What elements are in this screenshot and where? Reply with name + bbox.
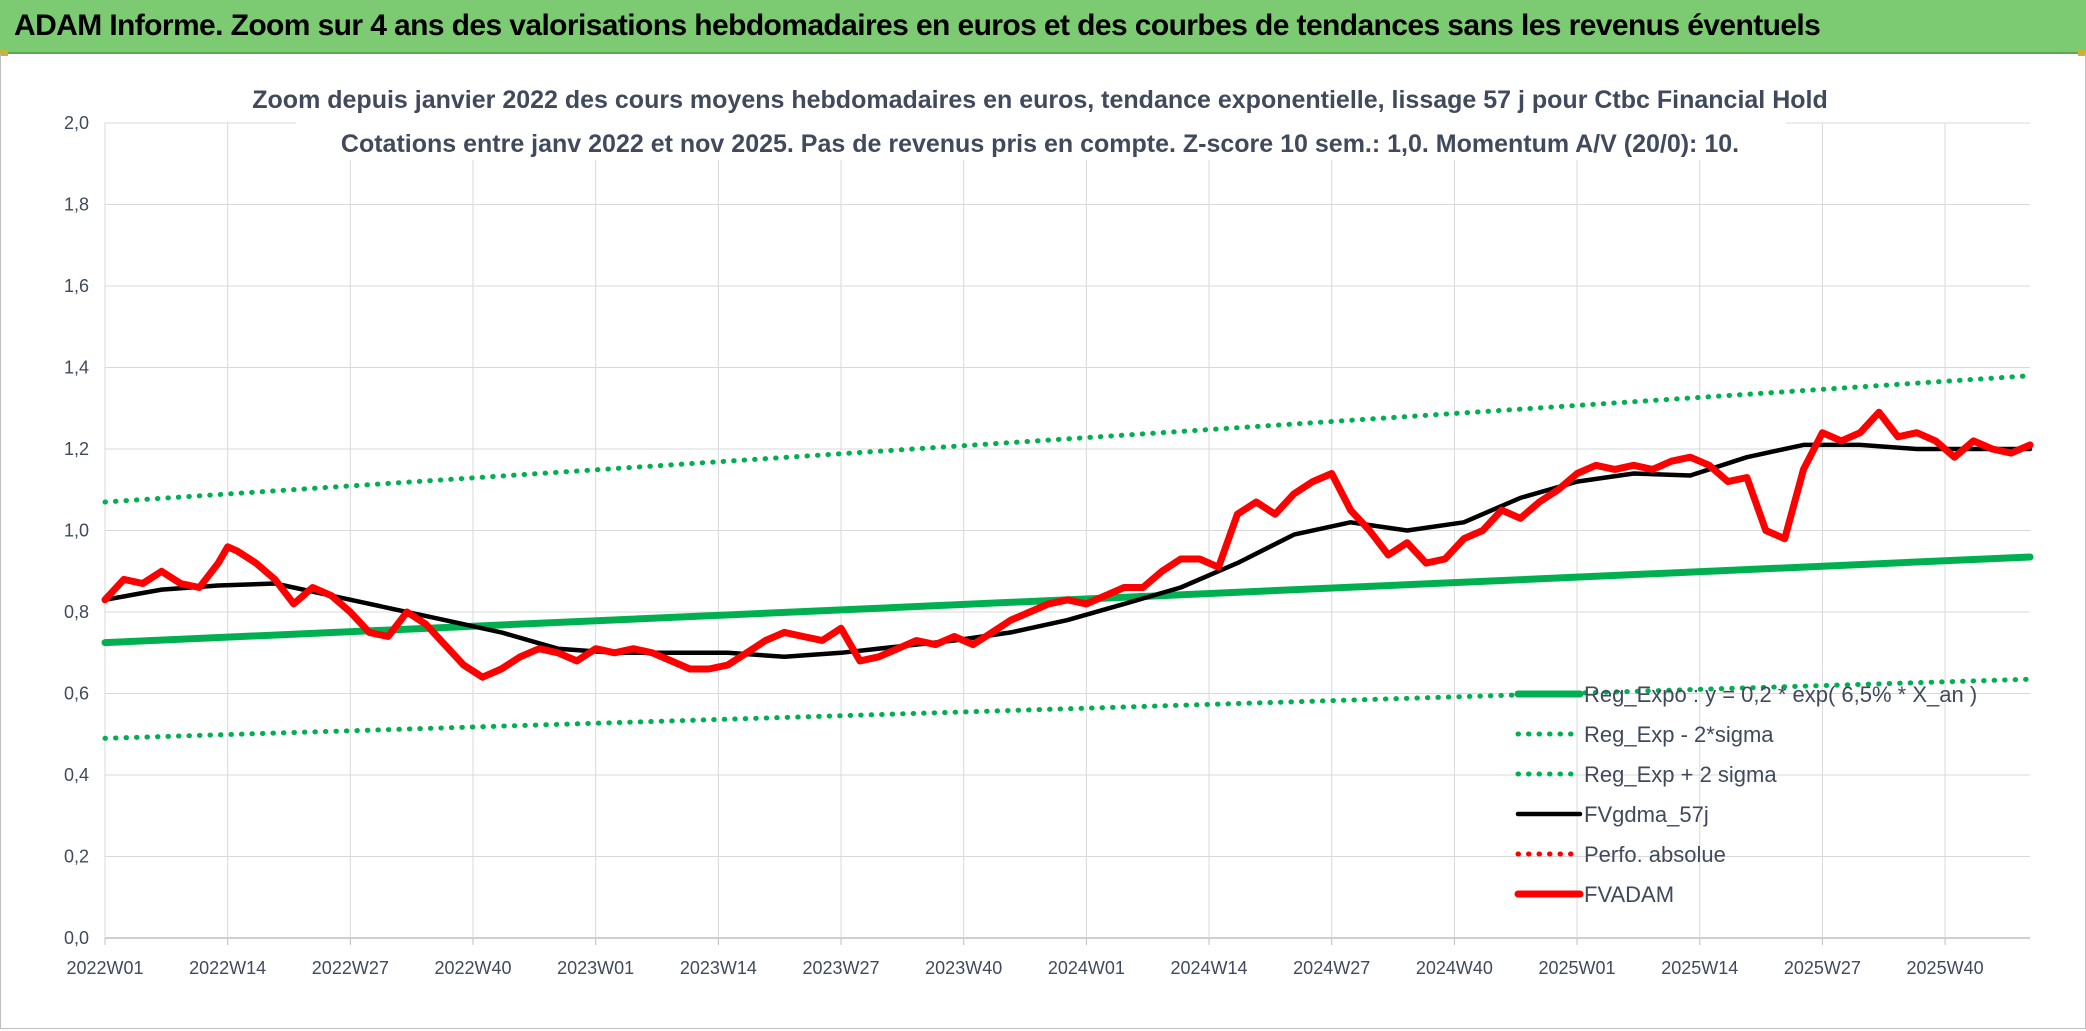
y-axis-ticks: 0,0 0,2 0,4 0,6 0,8 1,0 1,2 1,4 1,6 1,8 2,0: [64, 113, 89, 948]
legend-label: Reg_Exp - 2*sigma: [1584, 722, 1774, 747]
x-tick-label: 2022W01: [66, 958, 143, 978]
banner-corner-left: [0, 50, 8, 56]
x-tick-label: 2023W01: [557, 958, 634, 978]
y-tick-label: 0,6: [64, 684, 89, 704]
title-backdrop: [296, 78, 1786, 160]
y-tick-label: 1,6: [64, 276, 89, 296]
series-line-reg_exp: [102, 373, 2033, 505]
y-tick-label: 2,0: [64, 113, 89, 133]
grid-lines: [104, 122, 2030, 945]
y-tick-label: 0,0: [64, 928, 89, 948]
x-axis-ticks: 2022W01 2022W14 2022W27 2022W40 2023W01 2023W…: [66, 958, 1983, 978]
y-tick-label: 1,4: [64, 358, 89, 378]
x-tick-label: 2023W27: [802, 958, 879, 978]
y-tick-label: 1,0: [64, 521, 89, 541]
x-tick-label: 2024W01: [1048, 958, 1125, 978]
legend-label: FVADAM: [1584, 882, 1674, 907]
legend: Reg_Expo : y = 0,2 * exp( 6,5% * X_an ) R…: [1514, 682, 1977, 907]
report-title: ADAM Informe. Zoom sur 4 ans des valoris…: [14, 9, 1821, 42]
series-line-reg_exp: [102, 676, 2033, 741]
x-tick-label: 2023W14: [680, 958, 757, 978]
y-tick-label: 0,2: [64, 847, 89, 867]
y-tick-label: 1,2: [64, 439, 89, 459]
x-tick-label: 2025W27: [1784, 958, 1861, 978]
chart-title: Zoom depuis janvier 2022 des cours moyen…: [252, 86, 1827, 114]
report-banner: ADAM Informe. Zoom sur 4 ans des valoris…: [0, 0, 2086, 54]
chart-subtitle: Cotations entre janv 2022 et nov 2025. P…: [341, 130, 1739, 158]
x-tick-label: 2022W14: [189, 958, 266, 978]
legend-label: Perfo. absolue: [1584, 842, 1726, 867]
y-tick-label: 1,8: [64, 195, 89, 215]
x-tick-label: 2025W01: [1539, 958, 1616, 978]
legend-label: FVgdma_57j: [1584, 802, 1709, 827]
x-tick-label: 2024W40: [1416, 958, 1493, 978]
x-tick-label: 2023W40: [925, 958, 1002, 978]
legend-label: Reg_Exp + 2 sigma: [1584, 762, 1777, 787]
banner-corner-right: [2078, 50, 2086, 56]
y-tick-label: 0,8: [64, 602, 89, 622]
series-line-fvadam: [101, 408, 2034, 681]
series-lines: [101, 373, 2034, 741]
x-tick-label: 2024W27: [1293, 958, 1370, 978]
y-tick-label: 0,4: [64, 765, 89, 785]
x-tick-label: 2022W40: [434, 958, 511, 978]
x-tick-label: 2025W14: [1661, 958, 1738, 978]
x-tick-label: 2025W40: [1907, 958, 1984, 978]
legend-label: Reg_Expo : y = 0,2 * exp( 6,5% * X_an ): [1584, 682, 1977, 707]
x-tick-label: 2024W14: [1171, 958, 1248, 978]
x-tick-label: 2022W27: [312, 958, 389, 978]
